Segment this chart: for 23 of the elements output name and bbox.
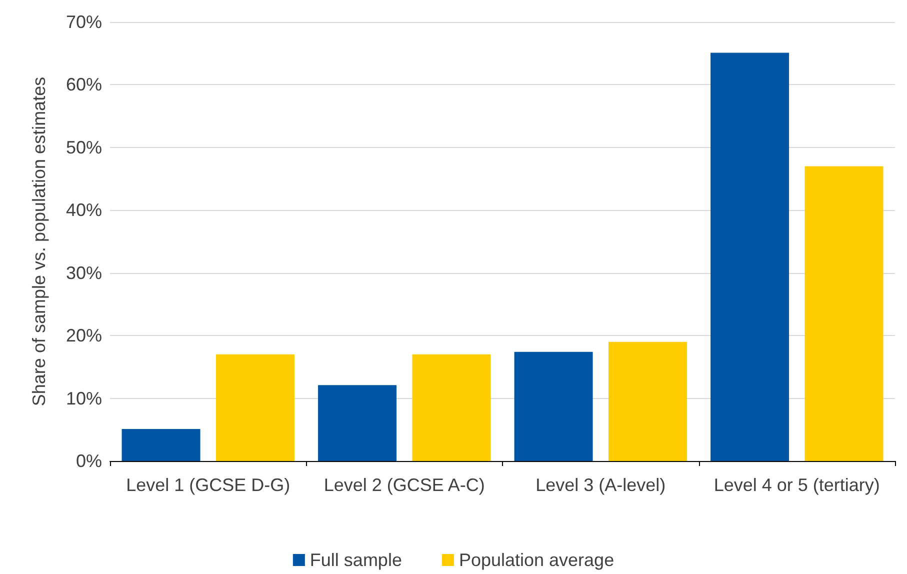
bar — [412, 354, 491, 461]
y-tick-label: 0% — [76, 451, 102, 471]
y-tick-label: 70% — [66, 12, 102, 32]
y-tick-label: 20% — [66, 326, 102, 346]
y-tick-label: 40% — [66, 200, 102, 220]
bar — [216, 354, 294, 461]
bar — [318, 385, 397, 461]
x-tick-label: Level 4 or 5 (tertiary) — [714, 475, 880, 495]
y-tick-label: 30% — [66, 262, 102, 283]
x-tick-label: Level 2 (GCSE A-C) — [324, 475, 485, 495]
legend-label: Population average — [458, 550, 614, 570]
y-tick-label: 10% — [66, 388, 102, 408]
y-tick-label: 60% — [66, 74, 102, 95]
bar — [710, 52, 790, 461]
bar — [608, 342, 687, 461]
legend-label: Full sample — [310, 550, 402, 570]
bar — [122, 429, 200, 461]
x-tick-label: Level 3 (A-level) — [536, 475, 666, 495]
x-tick-label: Level 1 (GCSE D-G) — [126, 475, 290, 495]
bar — [804, 166, 884, 461]
y-axis-title: Share of sample vs. population estimates — [29, 76, 49, 406]
y-tick-label: 50% — [66, 137, 102, 158]
bar — [514, 352, 593, 461]
